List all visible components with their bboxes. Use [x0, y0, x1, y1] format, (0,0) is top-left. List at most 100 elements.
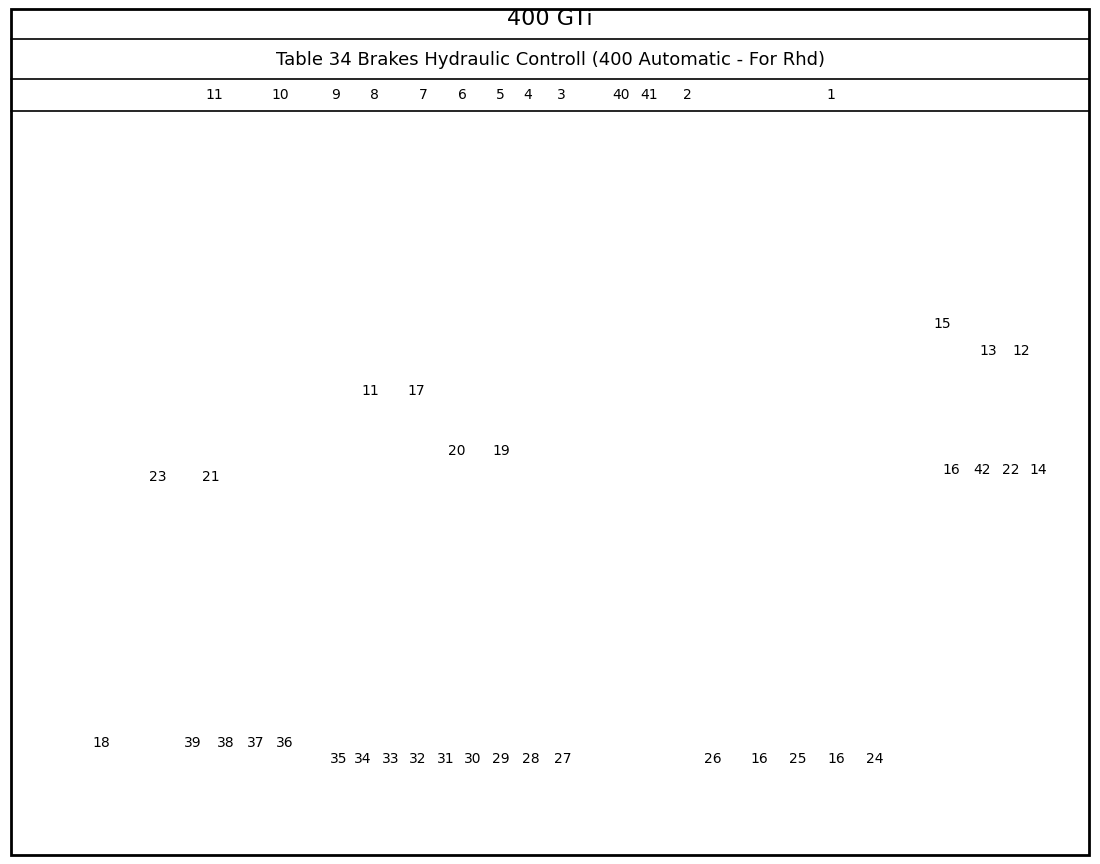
Circle shape	[481, 328, 509, 351]
Text: 38: 38	[217, 736, 234, 750]
Text: 29: 29	[492, 752, 509, 766]
Circle shape	[957, 347, 975, 361]
Text: 41: 41	[640, 88, 658, 102]
Circle shape	[515, 609, 537, 626]
Circle shape	[481, 511, 509, 534]
Circle shape	[219, 444, 254, 472]
Text: 16: 16	[943, 463, 960, 477]
Text: 11: 11	[362, 384, 380, 397]
Circle shape	[592, 378, 724, 482]
Circle shape	[645, 420, 671, 441]
Circle shape	[488, 518, 502, 528]
Circle shape	[381, 422, 411, 447]
Bar	[838, 270, 930, 337]
Text: 28: 28	[522, 752, 540, 766]
Text: 24: 24	[866, 752, 883, 766]
Circle shape	[751, 607, 778, 628]
Circle shape	[529, 550, 549, 565]
Text: 37: 37	[246, 736, 264, 750]
Circle shape	[974, 371, 991, 384]
Text: 16: 16	[750, 752, 768, 766]
Circle shape	[419, 550, 439, 565]
Circle shape	[494, 550, 514, 565]
Text: 25: 25	[789, 752, 806, 766]
Text: Table 34 Brakes Hydraulic Controll (400 Automatic - For Rhd): Table 34 Brakes Hydraulic Controll (400 …	[275, 52, 825, 69]
Text: 35: 35	[330, 752, 348, 766]
Bar	[121, 366, 152, 382]
Text: 3: 3	[557, 88, 565, 102]
Circle shape	[449, 266, 867, 594]
Circle shape	[628, 511, 657, 534]
Circle shape	[439, 550, 459, 565]
Circle shape	[443, 598, 470, 619]
Polygon shape	[383, 501, 640, 592]
Text: 23: 23	[148, 470, 166, 484]
Circle shape	[628, 328, 657, 351]
Circle shape	[421, 598, 448, 619]
Bar	[292, 427, 305, 442]
Text: 33: 33	[382, 752, 399, 766]
Circle shape	[849, 245, 872, 262]
Circle shape	[938, 346, 958, 361]
Circle shape	[957, 371, 975, 384]
Text: 18: 18	[92, 736, 110, 750]
Text: 14: 14	[1030, 463, 1047, 477]
Bar	[162, 456, 170, 468]
Circle shape	[625, 404, 691, 456]
Text: 4: 4	[524, 88, 532, 102]
Bar	[275, 427, 288, 442]
Text: 12: 12	[1012, 344, 1030, 358]
Circle shape	[1005, 392, 1023, 406]
Text: 11: 11	[206, 88, 223, 102]
Bar	[319, 333, 341, 527]
Text: 400 GTi: 400 GTi	[507, 9, 593, 29]
Bar	[174, 456, 183, 468]
Text: 39: 39	[184, 736, 201, 750]
Text: 13: 13	[979, 344, 997, 358]
Text: 21: 21	[202, 470, 220, 484]
Circle shape	[938, 360, 958, 376]
Circle shape	[974, 347, 991, 361]
Circle shape	[840, 237, 882, 270]
Circle shape	[512, 550, 531, 565]
Text: 40: 40	[613, 88, 630, 102]
Text: 26: 26	[704, 752, 722, 766]
Bar	[319, 334, 512, 350]
Text: 34: 34	[354, 752, 372, 766]
Text: 10: 10	[272, 88, 289, 102]
Circle shape	[198, 458, 220, 475]
Circle shape	[231, 419, 271, 450]
Circle shape	[241, 427, 261, 442]
Circle shape	[482, 609, 504, 626]
Bar	[616, 468, 638, 477]
Circle shape	[974, 392, 991, 406]
Circle shape	[635, 521, 650, 533]
Bar	[844, 274, 924, 333]
Circle shape	[553, 348, 762, 512]
Text: 5: 5	[496, 88, 505, 102]
Bar	[812, 345, 839, 378]
Text: 7: 7	[419, 88, 428, 102]
Text: 6: 6	[458, 88, 466, 102]
Text: 1: 1	[826, 88, 835, 102]
Text: 15: 15	[934, 317, 952, 331]
Circle shape	[394, 588, 416, 605]
Text: 9: 9	[331, 88, 340, 102]
Circle shape	[939, 347, 957, 361]
Circle shape	[515, 318, 801, 543]
Circle shape	[1005, 347, 1023, 361]
Bar	[508, 376, 629, 486]
Polygon shape	[119, 443, 261, 572]
Text: 36: 36	[276, 736, 294, 750]
Circle shape	[990, 347, 1008, 361]
Polygon shape	[90, 484, 174, 579]
Circle shape	[498, 609, 520, 626]
Circle shape	[636, 518, 649, 528]
Text: 27: 27	[554, 752, 572, 766]
Circle shape	[990, 371, 1008, 384]
Circle shape	[195, 650, 208, 660]
Text: 31: 31	[437, 752, 454, 766]
Circle shape	[476, 550, 496, 565]
Text: 20: 20	[448, 444, 465, 458]
Bar	[834, 337, 938, 384]
